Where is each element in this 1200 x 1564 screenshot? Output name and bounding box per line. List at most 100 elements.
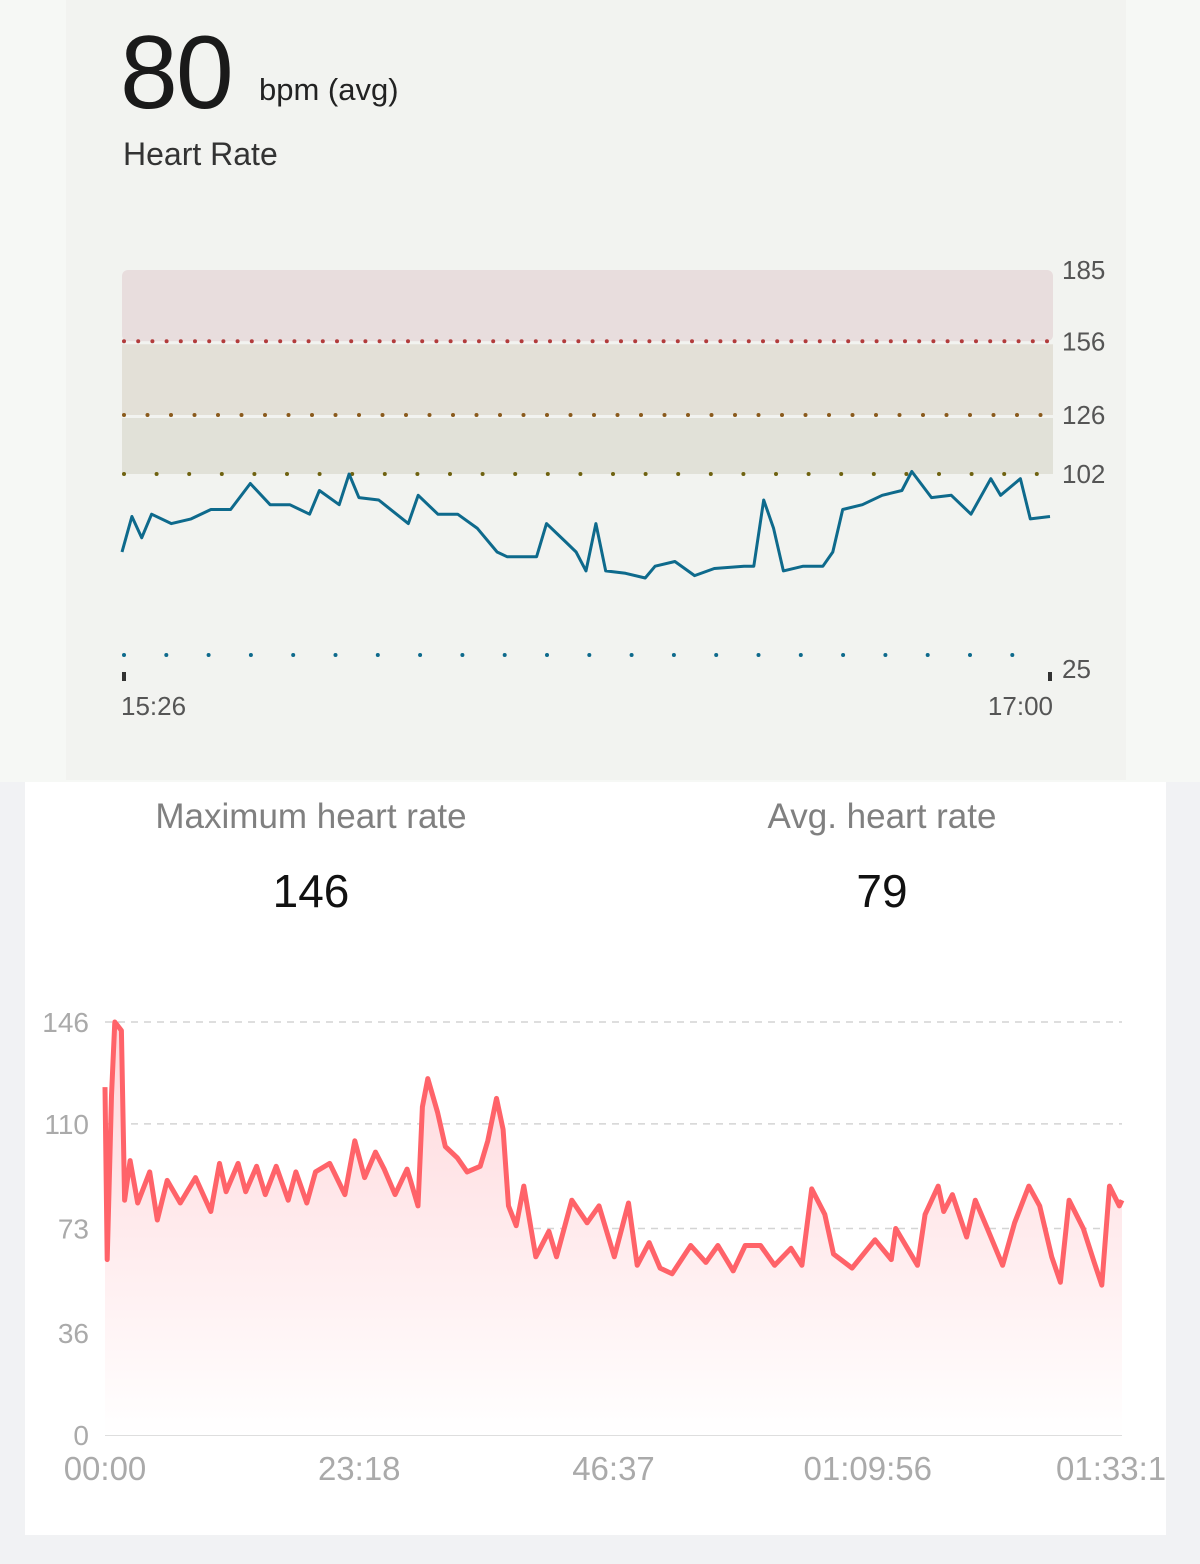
threshold-dot bbox=[382, 472, 387, 476]
threshold-dot bbox=[817, 339, 822, 344]
avg-bpm-value: 80 bbox=[120, 15, 234, 131]
threshold-dot bbox=[252, 472, 257, 476]
threshold-dot bbox=[1045, 339, 1049, 344]
threshold-dot bbox=[568, 413, 573, 418]
threshold-dot bbox=[248, 653, 253, 657]
threshold-dot bbox=[733, 413, 737, 418]
threshold-dot bbox=[513, 472, 518, 476]
threshold-dot bbox=[578, 472, 583, 476]
threshold-dot bbox=[404, 413, 408, 418]
threshold-dot bbox=[619, 339, 623, 344]
threshold-dot bbox=[122, 413, 126, 418]
threshold-dot bbox=[548, 339, 552, 344]
heart-rate-area bbox=[105, 1022, 1122, 1435]
x-tick-label: 15:26 bbox=[121, 691, 186, 721]
threshold-dot bbox=[690, 339, 694, 344]
threshold-dot bbox=[521, 413, 526, 418]
threshold-dot bbox=[639, 413, 643, 418]
threshold-dot bbox=[164, 653, 169, 657]
heart-rate-title: Heart Rate bbox=[123, 136, 278, 172]
threshold-dot bbox=[633, 339, 638, 344]
threshold-dot bbox=[756, 653, 761, 657]
threshold-dot bbox=[974, 339, 978, 344]
threshold-dot bbox=[460, 653, 465, 657]
threshold-dot bbox=[806, 472, 811, 476]
threshold-dot bbox=[427, 413, 432, 418]
threshold-dot bbox=[249, 339, 254, 344]
threshold-dot bbox=[874, 413, 878, 418]
threshold-dot bbox=[498, 413, 502, 418]
threshold-dot bbox=[897, 413, 902, 418]
threshold-dot bbox=[671, 653, 676, 657]
threshold-dot bbox=[904, 472, 909, 476]
threshold-dot bbox=[732, 339, 737, 344]
threshold-dot bbox=[219, 472, 224, 476]
avg-heart-rate-value: 79 bbox=[856, 865, 908, 917]
threshold-dot bbox=[937, 472, 941, 476]
threshold-dot bbox=[709, 413, 714, 418]
x-tick-label: 23:18 bbox=[318, 1450, 401, 1487]
y-tick-label: 102 bbox=[1062, 459, 1105, 489]
threshold-dot bbox=[708, 472, 713, 476]
threshold-dot bbox=[545, 472, 550, 476]
x-tick-label: 46:37 bbox=[572, 1450, 655, 1487]
threshold-dot bbox=[278, 339, 283, 344]
threshold-dot bbox=[604, 339, 609, 344]
threshold-dot bbox=[122, 339, 126, 344]
zone-band bbox=[122, 270, 1053, 342]
threshold-dot bbox=[263, 413, 267, 418]
threshold-dot bbox=[746, 339, 751, 344]
heart-rate-zone-chart: 185 156 126 102 25 15:26 17:00 bbox=[120, 255, 1105, 721]
threshold-dot bbox=[349, 339, 354, 344]
threshold-dot bbox=[945, 339, 950, 344]
y-tick-label: 73 bbox=[58, 1214, 89, 1245]
x-tick-mark bbox=[1048, 672, 1052, 681]
threshold-dot bbox=[774, 472, 778, 476]
threshold-dot bbox=[991, 413, 996, 418]
threshold-dot bbox=[239, 413, 244, 418]
threshold-dot bbox=[363, 339, 368, 344]
heart-rate-line bbox=[102, 1019, 1125, 1288]
y-tick-label: 36 bbox=[58, 1318, 89, 1349]
y-tick-label: 25 bbox=[1062, 654, 1091, 684]
y-tick-label: 0 bbox=[73, 1420, 89, 1451]
threshold-dot bbox=[350, 472, 355, 476]
threshold-dot bbox=[1034, 472, 1039, 476]
threshold-dotted-line-102 bbox=[122, 472, 1039, 476]
threshold-dot bbox=[888, 339, 893, 344]
x-tick-label: 00:00 bbox=[64, 1450, 147, 1487]
threshold-dot bbox=[335, 339, 339, 344]
threshold-dot bbox=[292, 339, 297, 344]
threshold-dot bbox=[925, 653, 930, 657]
threshold-dot bbox=[448, 472, 452, 476]
threshold-dot bbox=[1010, 653, 1015, 657]
threshold-dot bbox=[480, 472, 485, 476]
max-heart-rate-value: 146 bbox=[272, 865, 350, 917]
threshold-dot bbox=[145, 413, 150, 418]
avg-bpm-unit: bpm (avg) bbox=[259, 72, 399, 107]
threshold-dot bbox=[122, 472, 126, 476]
threshold-dot bbox=[903, 339, 907, 344]
threshold-dot bbox=[587, 653, 592, 657]
threshold-dot bbox=[448, 339, 453, 344]
threshold-dot bbox=[1016, 339, 1021, 344]
threshold-dot bbox=[827, 413, 831, 418]
threshold-dot bbox=[968, 653, 972, 657]
threshold-dot bbox=[921, 413, 925, 418]
threshold-dot bbox=[803, 413, 808, 418]
threshold-dot bbox=[377, 339, 382, 344]
threshold-dotted-line-156 bbox=[122, 339, 1049, 344]
threshold-dot bbox=[592, 413, 596, 418]
data-points bbox=[104, 1021, 1123, 1286]
y-tick-label: 126 bbox=[1062, 400, 1105, 430]
threshold-dot bbox=[192, 413, 197, 418]
y-tick-label: 185 bbox=[1062, 255, 1105, 285]
threshold-dot bbox=[860, 339, 865, 344]
threshold-dot bbox=[686, 413, 690, 418]
threshold-dot bbox=[871, 472, 876, 476]
threshold-dot bbox=[675, 339, 680, 344]
x-tick-label: 17:00 bbox=[988, 691, 1053, 721]
threshold-dot bbox=[406, 339, 410, 344]
threshold-dot bbox=[545, 413, 549, 418]
